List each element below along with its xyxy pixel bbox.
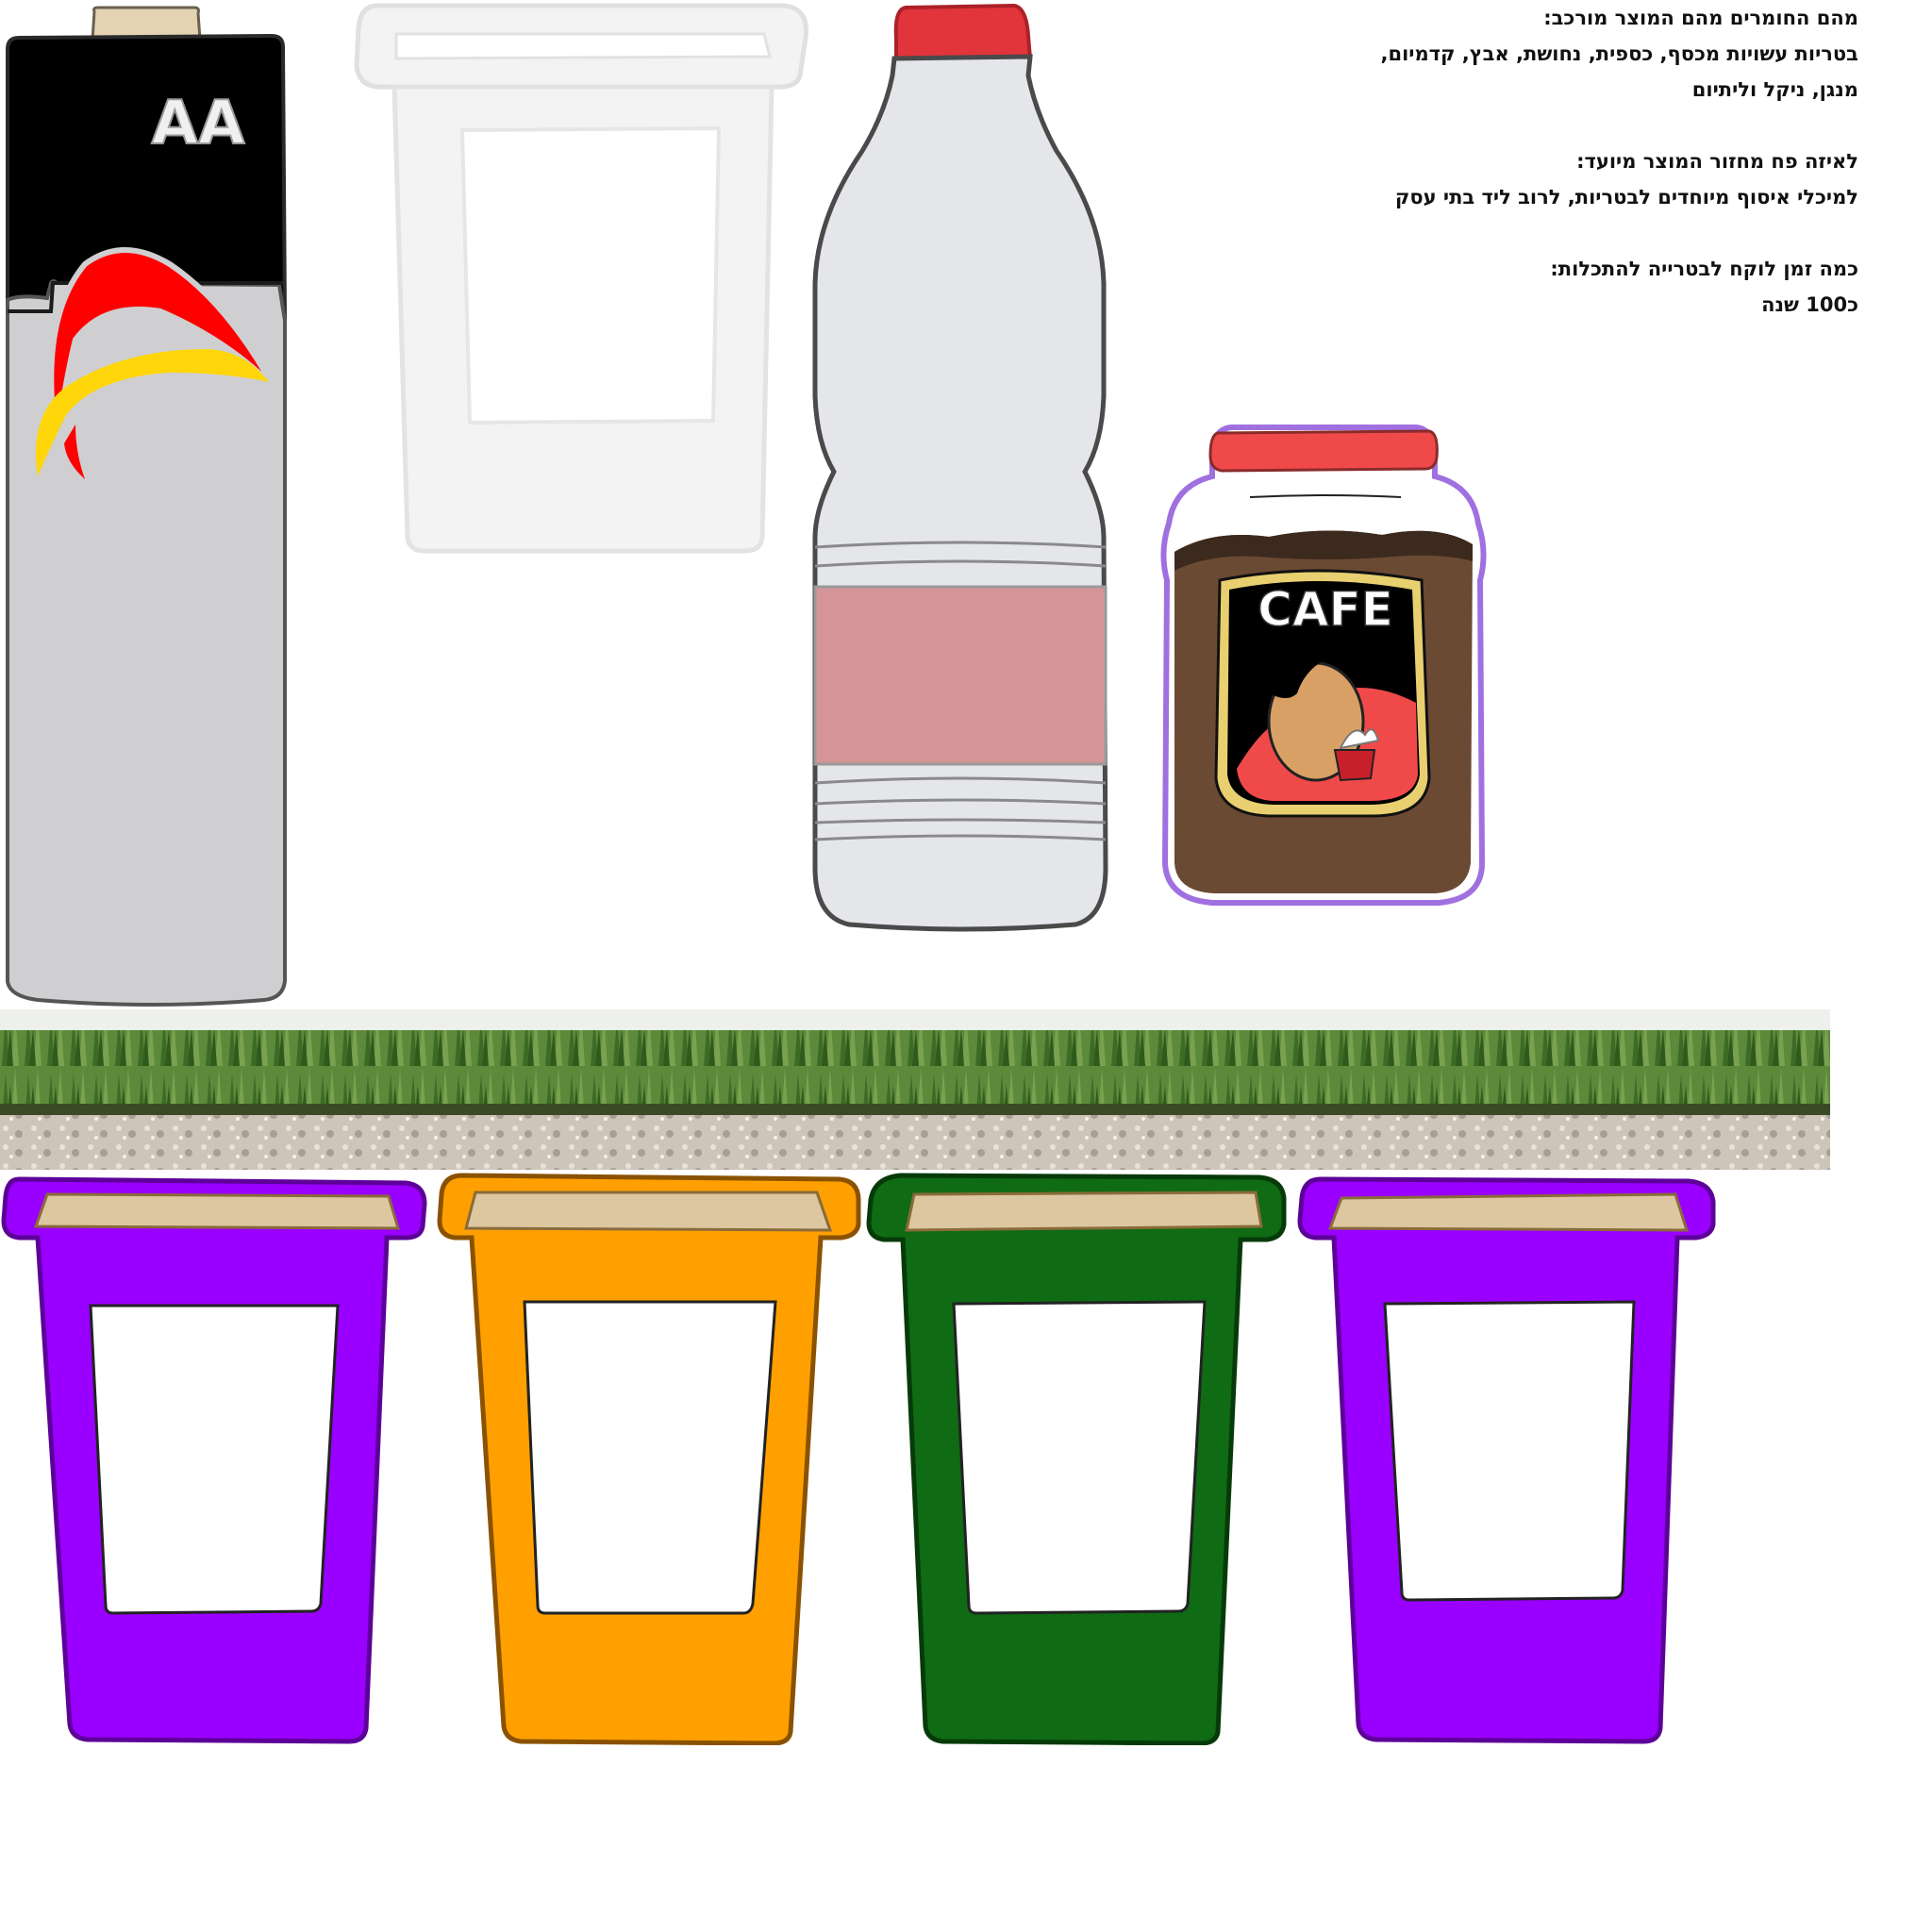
bin-question: לאיזה פח מחזור המוצר מיועד: xyxy=(1576,150,1858,173)
materials-question: מהם החומרים מהם המוצר מורכב: xyxy=(1543,7,1858,29)
plastic-cup-item[interactable] xyxy=(349,0,811,557)
plastic-bottle-item[interactable] xyxy=(802,0,1113,934)
recycling-bin-purple-1[interactable] xyxy=(0,1170,429,1745)
plastic-bottle-icon xyxy=(812,3,1108,932)
jar-label: CAFE xyxy=(1257,582,1393,637)
decompose-answer: כ100 שנה xyxy=(1761,293,1858,316)
grass-strip xyxy=(0,1009,1830,1170)
recycling-bin-icon xyxy=(437,1173,861,1745)
recycling-bin-icon xyxy=(1297,1176,1716,1744)
materials-answer-line2: מנגן, ניקל וליתיום xyxy=(1691,78,1858,101)
coffee-jar-item[interactable]: CAFE xyxy=(1156,420,1491,910)
recycling-bin-orange[interactable] xyxy=(434,1170,863,1745)
recycling-bin-icon xyxy=(1,1176,427,1744)
aa-battery-icon: AA xyxy=(6,6,288,1007)
decompose-question: כמה זמן לוקח לבטרייה להתכלות: xyxy=(1550,258,1858,280)
plastic-cup-icon xyxy=(354,3,808,554)
glass-coffee-jar-icon: CAFE xyxy=(1160,425,1487,906)
recycling-bin-purple-2[interactable] xyxy=(1292,1170,1722,1745)
aa-battery-item[interactable]: AA xyxy=(0,0,292,1009)
recycling-bin-icon xyxy=(866,1173,1287,1745)
grass-icon xyxy=(0,1009,1830,1170)
materials-answer-line1: בטריות עשויות מכסף, כספית, נחושת, אבץ, ק… xyxy=(1380,42,1858,65)
recycling-bin-green[interactable] xyxy=(863,1170,1292,1745)
info-panel: מהם החומרים מהם המוצר מורכב: בטריות עשוי… xyxy=(1226,0,1858,323)
battery-label: AA xyxy=(151,89,245,158)
bin-answer: למיכלי איסוף מיוחדים לבטריות, לרוב ליד ב… xyxy=(1394,186,1858,208)
